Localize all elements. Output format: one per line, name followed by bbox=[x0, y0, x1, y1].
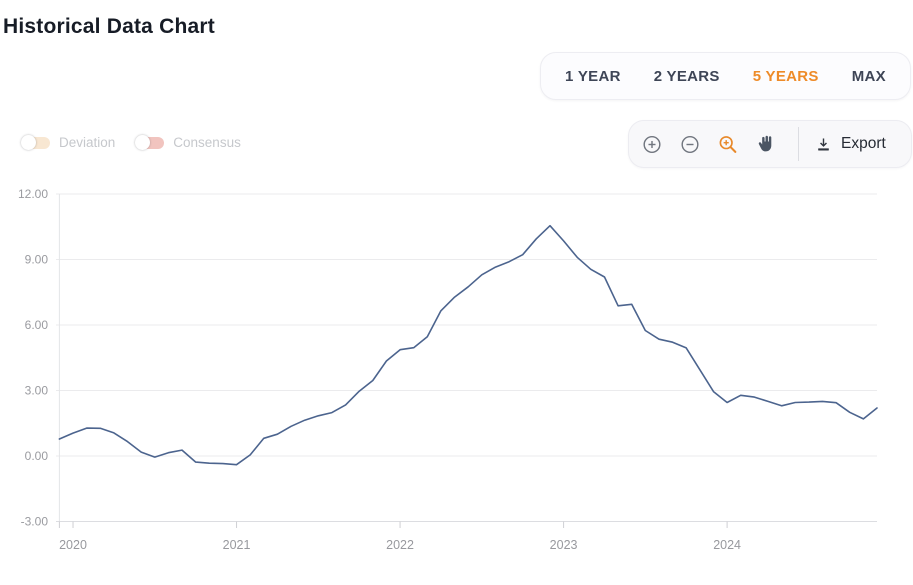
pan-hand-icon bbox=[758, 135, 772, 152]
pan-button[interactable] bbox=[756, 134, 776, 154]
range-option-2-years[interactable]: 2 YEARS bbox=[653, 67, 720, 85]
consensus-toggle-label: Consensus bbox=[173, 135, 241, 150]
y-axis-label: 3.00 bbox=[25, 384, 49, 398]
toolbar-divider bbox=[798, 127, 799, 161]
x-axis-label: 2022 bbox=[386, 538, 414, 552]
download-icon bbox=[818, 137, 829, 151]
x-axis-label: 2021 bbox=[223, 538, 251, 552]
x-axis-label: 2020 bbox=[59, 538, 87, 552]
page-title: Historical Data Chart bbox=[3, 15, 215, 38]
series-toggles: Deviation Consensus bbox=[21, 134, 241, 150]
y-axis-label: 12.00 bbox=[18, 187, 48, 201]
x-axis-label: 2024 bbox=[713, 538, 741, 552]
x-axis-label: 2023 bbox=[550, 538, 578, 552]
export-button-label: Export bbox=[841, 135, 886, 152]
toggle-knob bbox=[135, 134, 151, 150]
zoom-out-button[interactable] bbox=[680, 134, 700, 154]
consensus-toggle[interactable] bbox=[135, 134, 165, 150]
time-range-selector: 1 YEAR 2 YEARS 5 YEARS MAX bbox=[540, 52, 911, 100]
zoom-in-button[interactable] bbox=[642, 134, 662, 154]
zoom-select-button[interactable] bbox=[718, 134, 738, 154]
y-axis-label: 6.00 bbox=[25, 318, 49, 332]
zoom-out-icon bbox=[681, 135, 699, 153]
data-line bbox=[58, 224, 878, 466]
y-axis-label: 0.00 bbox=[25, 449, 49, 463]
range-option-5-years[interactable]: 5 YEARS bbox=[752, 67, 819, 85]
export-button[interactable]: Export bbox=[815, 135, 886, 153]
toggle-knob bbox=[21, 134, 36, 150]
range-option-max[interactable]: MAX bbox=[851, 67, 886, 85]
consensus-toggle-group: Consensus bbox=[135, 134, 241, 150]
deviation-toggle-label: Deviation bbox=[59, 135, 116, 150]
zoom-in-icon bbox=[643, 135, 661, 153]
y-axis-label: -3.00 bbox=[21, 515, 49, 529]
deviation-toggle-group: Deviation bbox=[21, 134, 116, 150]
deviation-toggle[interactable] bbox=[21, 134, 50, 150]
range-option-1-year[interactable]: 1 YEAR bbox=[565, 67, 621, 85]
y-axis-label: 9.00 bbox=[25, 253, 49, 267]
zoom-select-magnifier-icon bbox=[719, 135, 737, 153]
chart-toolbar: Export bbox=[628, 120, 912, 168]
